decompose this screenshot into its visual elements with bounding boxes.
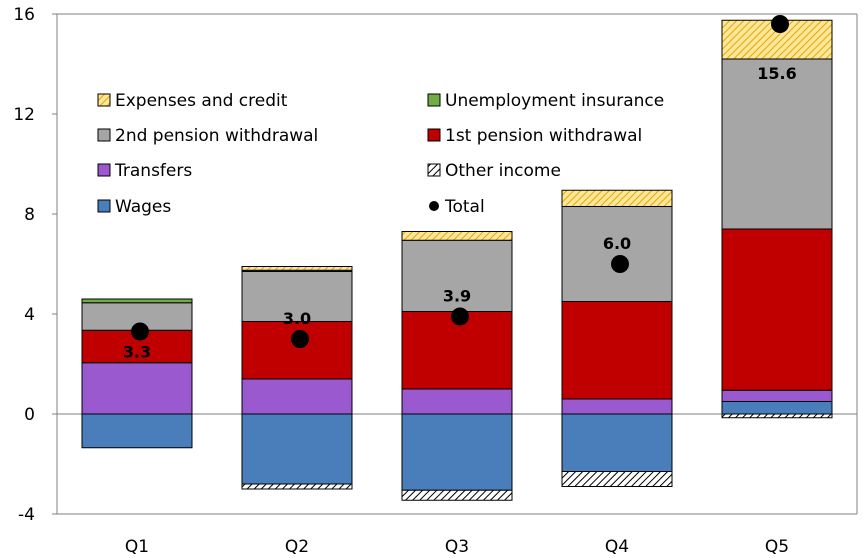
total-data-label: 3.9 xyxy=(443,287,471,306)
plot-area: -4 0 4 8 12 16 Q1 Q2 Q3 Q4 Q5 3.3 3.0 3.9 6.0 15.6 xyxy=(13,5,858,557)
bar-segment-wages xyxy=(401,413,513,491)
bar-segment-other-income xyxy=(721,413,833,419)
bar-segment-2nd-pension-withdrawal xyxy=(401,239,513,312)
legend-label-1st-pension-withdrawal: 1st pension withdrawal xyxy=(445,126,642,146)
legend-label-2nd-pension-withdrawal: 2nd pension withdrawal xyxy=(115,126,318,146)
legend-swatch-unemployment-insurance xyxy=(427,93,441,107)
y-tick-label: 0 xyxy=(24,405,35,425)
total-data-label: 3.0 xyxy=(283,309,311,328)
legend-marker-total xyxy=(429,201,439,211)
bar-segment-expenses-and-credit xyxy=(561,189,673,207)
legend-label-other-income: Other income xyxy=(445,161,561,181)
total-point xyxy=(131,322,149,341)
legend: Expenses and credit Unemployment insuranc… xyxy=(97,91,664,217)
legend-swatch-2nd-pension-withdrawal xyxy=(97,128,111,142)
x-tick-label: Q4 xyxy=(605,537,629,557)
bar-segment-1st-pension-withdrawal xyxy=(561,301,673,400)
legend-label-expenses-and-credit: Expenses and credit xyxy=(115,91,288,111)
y-tick-label: 4 xyxy=(24,305,35,325)
x-tick-label: Q5 xyxy=(765,537,789,557)
legend-swatch-other-income xyxy=(427,163,441,177)
y-tick-label: 16 xyxy=(13,5,35,25)
x-tick-label: Q2 xyxy=(285,537,309,557)
y-tick-label: -4 xyxy=(18,505,35,525)
total-point xyxy=(291,330,309,348)
bar-segment-expenses-and-credit xyxy=(401,231,513,241)
bar-segment-unemployment-insurance xyxy=(81,298,193,304)
y-tick-label: 12 xyxy=(13,105,35,125)
bar-segment-other-income xyxy=(401,489,513,501)
bar-segment-1st-pension-withdrawal xyxy=(721,228,833,391)
legend-label-transfers: Transfers xyxy=(114,161,192,181)
bar-segment-transfers xyxy=(721,389,833,402)
bar-segment-2nd-pension-withdrawal xyxy=(561,206,673,302)
legend-swatch-transfers xyxy=(97,163,111,177)
y-tick-label: 8 xyxy=(24,205,35,225)
bar-segment-2nd-pension-withdrawal xyxy=(721,58,833,230)
bar-segment-expenses-and-credit xyxy=(241,266,353,271)
legend-swatch-1st-pension-withdrawal xyxy=(427,128,441,142)
legend-label-total: Total xyxy=(444,197,485,217)
bar-segment-other-income xyxy=(241,483,353,490)
total-point xyxy=(771,15,789,33)
legend-swatch-expenses-and-credit xyxy=(97,93,111,107)
legend-label-unemployment-insurance: Unemployment insurance xyxy=(445,91,664,111)
total-point xyxy=(611,255,629,273)
bar-segment-1st-pension-withdrawal xyxy=(241,321,353,380)
bar-segment-wages xyxy=(241,413,353,485)
bar-segment-transfers xyxy=(561,398,673,415)
legend-label-wages: Wages xyxy=(115,197,171,217)
total-data-label: 3.3 xyxy=(123,343,151,362)
bar-segment-transfers xyxy=(401,388,513,415)
bar-segment-wages xyxy=(561,413,673,472)
total-data-label: 15.6 xyxy=(757,64,796,83)
x-tick-label: Q1 xyxy=(125,537,149,557)
total-data-label: 6.0 xyxy=(603,234,631,253)
legend-swatch-wages xyxy=(97,199,111,213)
bar-segment-other-income xyxy=(561,471,673,487)
bar-segment-wages xyxy=(81,413,193,449)
bar-segment-2nd-pension-withdrawal xyxy=(241,271,353,322)
x-tick-label: Q3 xyxy=(445,537,469,557)
bar-segment-wages xyxy=(721,401,833,415)
bar-segment-transfers xyxy=(241,378,353,415)
total-point xyxy=(451,307,469,326)
bar-segment-transfers xyxy=(81,362,193,415)
